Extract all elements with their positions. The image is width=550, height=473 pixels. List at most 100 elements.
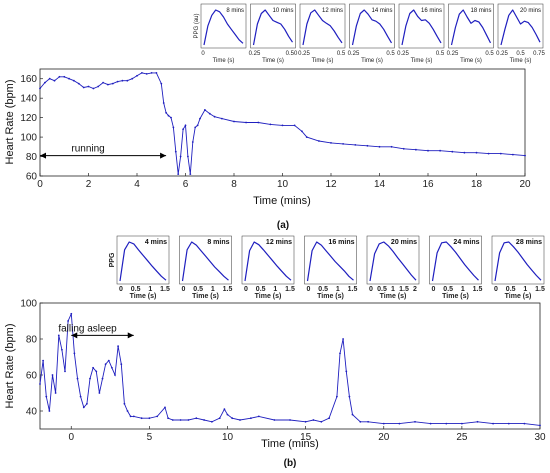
ppg-waveform (431, 241, 479, 282)
heart-rate-point (45, 395, 48, 398)
inset-x-tick: 0.5 (506, 286, 516, 293)
inset-x-tick: 0.5 (485, 51, 494, 57)
heart-rate-point (523, 422, 526, 425)
heart-rate-point (172, 126, 175, 129)
x-tick-label: 20 (378, 432, 390, 443)
heart-rate-point (487, 152, 490, 155)
heart-rate-point (354, 144, 357, 146)
inset-xlabel: Time (s) (255, 293, 282, 300)
heart-rate-point (189, 173, 192, 176)
x-tick-label: 0 (68, 432, 74, 443)
heart-rate-point (378, 145, 381, 148)
inset-title: 16 mins (328, 239, 354, 246)
inset-x-tick: 0.25 (348, 51, 360, 57)
heart-rate-point (64, 370, 66, 373)
heart-rate-point (102, 81, 104, 84)
heart-rate-point (51, 374, 54, 376)
heart-rate-point (257, 121, 260, 124)
heart-rate-point (107, 359, 110, 362)
inset-frame (250, 3, 296, 49)
heart-rate-point (116, 80, 119, 83)
heart-rate-point (194, 126, 197, 129)
y-tick-label: 60 (26, 371, 38, 382)
x-tick-label: 10 (277, 179, 289, 190)
heart-rate-point (351, 413, 354, 416)
heart-rate-point (492, 422, 494, 425)
inset-title: 20 mins (520, 8, 541, 14)
heart-rate-point (39, 87, 41, 90)
heart-rate-point (203, 419, 206, 421)
heart-rate-point (273, 419, 276, 421)
axes-b-xlabel: Time (mins) (261, 438, 319, 450)
heart-rate-point (231, 417, 234, 420)
ppg-waveform (450, 9, 492, 46)
inset-x-tick: 0.5 (436, 51, 445, 57)
inset-frame (304, 235, 357, 285)
inset-xlabel: Time (s) (213, 58, 235, 64)
heart-rate-point (131, 77, 134, 80)
heart-rate-point (187, 155, 189, 158)
x-tick-label: 5 (147, 432, 153, 443)
heart-rate-point (164, 406, 166, 409)
heart-rate-point (82, 86, 85, 89)
heart-rate-point (140, 417, 143, 420)
axes-a-annotation: running (40, 144, 167, 159)
inset-x-tick: 1 (148, 286, 152, 293)
x-tick-label: 4 (134, 179, 140, 190)
inset-x-tick: 1.5 (535, 286, 545, 293)
heart-rate-point (250, 417, 252, 420)
x-tick-label: 8 (231, 179, 237, 190)
inset-frame (398, 3, 445, 49)
heart-rate-point (57, 334, 60, 337)
x-tick-label: 15 (300, 432, 312, 443)
heart-rate-point (87, 85, 90, 88)
inset-frame (200, 3, 247, 49)
axes-b-series (39, 312, 541, 427)
ppg-waveform (494, 241, 542, 282)
heart-rate-point (330, 142, 332, 144)
heart-rate-point (63, 75, 66, 78)
inset-x-tick: 0 (244, 286, 248, 293)
inset-title: 8 mins (207, 239, 229, 246)
heart-rate-point (95, 370, 98, 373)
ppg-waveform (306, 241, 354, 282)
heart-rate-point (415, 148, 417, 151)
heart-rate-point (97, 85, 100, 88)
heart-rate-point (150, 72, 153, 74)
inset-x-tick: 0 (119, 286, 123, 293)
x-tick-label: 16 (422, 179, 434, 190)
inset-x-tick: 1 (523, 286, 527, 293)
heart-rate-point (182, 128, 185, 131)
inset-frame (366, 235, 420, 285)
heart-rate-point (257, 415, 260, 418)
axes-a-xlabel: Time (mins) (253, 195, 311, 207)
heart-rate-point (328, 417, 330, 420)
heart-rate-point (132, 415, 135, 418)
heart-rate-point (98, 392, 101, 394)
inset-ylabel: PPG (au) (194, 13, 200, 38)
heart-rate-point (111, 366, 113, 369)
heart-rate-point (92, 87, 95, 90)
heart-rate-point (107, 83, 109, 86)
inset-title: 8 mins (226, 8, 244, 14)
x-tick-label: 30 (534, 432, 546, 443)
heart-rate-point (293, 124, 296, 127)
heart-rate-point (39, 383, 41, 385)
ppg-waveform (244, 241, 292, 282)
heart-rate-point (44, 81, 46, 84)
heart-rate-point (171, 419, 174, 421)
heart-rate-point (366, 144, 369, 147)
inset-x-tick: 0.5 (131, 286, 141, 293)
heart-rate-point (339, 352, 341, 355)
inset-x-tick: 0.25 (249, 51, 261, 57)
heart-rate-point (512, 153, 514, 156)
inset-x-tick: 0.5 (318, 286, 328, 293)
heart-rate-point (77, 82, 80, 85)
inset-x-tick: 1 (211, 286, 215, 293)
inset-x-tick: 1.5 (348, 286, 358, 293)
inset-ylabel: PPG (109, 252, 116, 267)
